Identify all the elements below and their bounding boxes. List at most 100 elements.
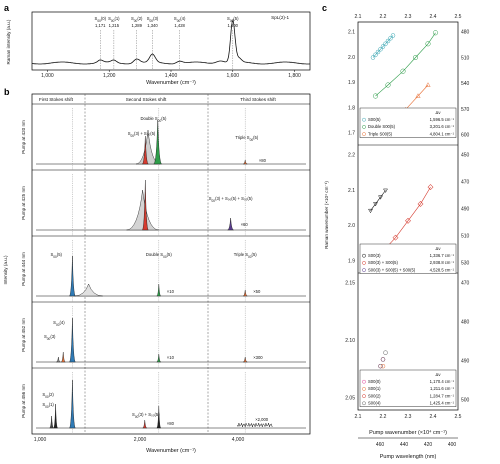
- note-triple-sum: S00(3) + S₀₀(5) + S₀₀(5): [209, 196, 253, 203]
- panel-c-axes: 2.1 2.1 2.2 2.2 2.3 2.3 2.4 2.4 2.5 2.5 460 440 420 4…: [345, 14, 469, 448]
- panel-a-xlabel: Wavenumber (cm⁻¹): [146, 80, 196, 86]
- panel-b-frame: [31, 93, 311, 435]
- red-peak: [142, 179, 149, 231]
- panel-a-peak-value: 1,171: [95, 23, 106, 28]
- note-triple: Triple S00(5): [235, 135, 259, 142]
- panel-c-ytick: 2.0: [348, 55, 355, 61]
- panel-c-right-tick: 510: [461, 234, 470, 240]
- marker-circle: [385, 82, 391, 88]
- scale-note: ×60: [241, 222, 249, 227]
- panel-c-ytick: 2.1: [348, 188, 355, 194]
- legend-shift-value: 4,804.1 cm⁻¹: [430, 131, 455, 136]
- purple-peak: [227, 217, 234, 231]
- marker-point: [383, 350, 388, 355]
- panel-b-row: Pump at 456 nm S00(2) S00(1) S00(3) + S₀₀(5…: [21, 367, 310, 434]
- scale-note: ×2,000: [255, 417, 269, 422]
- blue-peak: [69, 317, 76, 363]
- blue-peak: [69, 379, 76, 429]
- panel-b-row: Pump at 444 nm S00(5) Double S00(5) Triple …: [21, 235, 310, 302]
- panel-a-peak-name: S00(3): [147, 16, 159, 23]
- panel-c-ytick: 2.10: [345, 338, 355, 344]
- orange-peak: [61, 351, 66, 363]
- legend-shift-value: 2,938.8 cm⁻¹: [430, 260, 455, 265]
- legend-shift-value: 1,336.7 cm⁻¹: [430, 253, 455, 258]
- legend-series-name: S00(3) + S00(5) + S00(5): [368, 267, 416, 272]
- legend-symbol: [362, 379, 366, 384]
- panel-c-bottom-tick: 2.1: [355, 414, 362, 420]
- marker-circle: [412, 54, 419, 61]
- panel-c-right-tick: 490: [461, 359, 470, 365]
- panel-c-right-tick: 600: [461, 133, 470, 139]
- panel-c-right-tick: 470: [461, 180, 470, 186]
- marker-circle: [400, 68, 406, 74]
- panel-a-letter: a: [4, 3, 10, 13]
- panel-c-ytick: 1.8: [348, 105, 355, 111]
- pump-label: Pump at 444 nm: [21, 252, 26, 286]
- marker-diamond: [405, 217, 411, 224]
- legend-symbol: [362, 117, 366, 122]
- legend-shift-value: 1,596.5 cm⁻¹: [430, 117, 455, 122]
- legend-shift-value: 4,528.5 cm⁻¹: [430, 267, 455, 272]
- panel-c-ytick: 2.1: [348, 30, 355, 36]
- marker-hexagon: [388, 36, 393, 41]
- panel-b-row: Pump at 420 nm Double S00(5) S00(3) + S₀₀(…: [21, 108, 306, 170]
- legend-header: Δν: [436, 372, 441, 377]
- marker-circle: [372, 93, 379, 99]
- panel-c-ytick: 1.9: [348, 259, 355, 265]
- panel-b-letter: b: [4, 87, 10, 97]
- marker-triangle: [415, 93, 421, 98]
- red-peak: [142, 135, 149, 165]
- panel-c-top-tick: 2.4: [430, 14, 437, 20]
- panel-c-bottom-tick: 2.3: [405, 414, 412, 420]
- panel-b-ylabel: Intensity (a.u.): [3, 255, 8, 285]
- panel-a-ylabel: Raman intensity (a.u.): [6, 19, 11, 64]
- panel-b-xtick-first: 1,000: [34, 437, 47, 443]
- scale-note: ×300: [253, 355, 263, 360]
- green-peak: [156, 353, 161, 363]
- panel-c-bottom-tick: 2.2: [380, 414, 387, 420]
- panel-c-right-tick: 480: [461, 30, 470, 36]
- panel-c-wavelength-tick: 460: [376, 442, 385, 448]
- series-line: [382, 186, 431, 252]
- legend-series-name: S00(4): [368, 401, 381, 406]
- legend-symbol: [362, 387, 366, 391]
- panel-c-ytick: 2.2: [348, 153, 355, 159]
- panel-c-wavelength-tick: 420: [424, 442, 433, 448]
- panel-c-frame: [357, 21, 459, 411]
- note-double: Double S00(5): [140, 116, 167, 123]
- legend-symbol: [362, 261, 366, 265]
- marker-circle: [432, 30, 439, 36]
- panel-c-ylabel: Raman wavenumber (×10⁴ cm⁻¹): [324, 181, 329, 249]
- scale-note: ×10: [167, 355, 175, 360]
- legend-series-name: S00(1): [368, 386, 381, 391]
- panel-a-peak-name: S00(5): [227, 16, 239, 23]
- marker-hexagon: [383, 41, 388, 46]
- panel-b-row: Pump at 425 nm S00(3) + S₀₀(5) + S₀₀(5) ×6…: [21, 169, 310, 236]
- legend-shift-value: 1,284.7 cm⁻¹: [430, 393, 455, 398]
- marker-point: [380, 363, 386, 369]
- panel-c-ytick: 2.05: [345, 396, 355, 402]
- note-sum: S00(3) + S₀₀(5): [132, 412, 160, 419]
- panel-b: First Stokes shift Second Stokes shift T…: [3, 93, 311, 454]
- section-title-first: First Stokes shift: [39, 97, 74, 102]
- panel-a-xtick-label: 1,800: [288, 73, 301, 79]
- panel-c-wavelength-tick: 400: [448, 442, 457, 448]
- panel-c-top-tick: 2.2: [380, 14, 387, 20]
- legend-box: [359, 107, 457, 138]
- marker-hexagon: [375, 49, 381, 55]
- scale-note: ×80: [167, 421, 175, 426]
- legend-box: [359, 369, 457, 407]
- blue-peak: [69, 255, 76, 297]
- panel-c-ytick: 2.0: [348, 223, 355, 229]
- legend-shift-value: 3,201.6 cm⁻¹: [430, 124, 455, 129]
- marker-hexagon: [380, 44, 386, 49]
- pump-label: Pump at 420 nm: [21, 120, 26, 154]
- pump-label: Pump at 452 nm: [21, 318, 26, 352]
- black-peak: [53, 403, 58, 429]
- panel-a-peak-value: 1,600: [228, 23, 239, 28]
- panel-b-xlabel: Wavenumber (cm⁻¹): [146, 448, 196, 454]
- note-sum: S00(3) + S₀₀(5): [128, 131, 156, 138]
- marker-hexagon: [370, 55, 376, 60]
- panel-c-right-tick: 480: [461, 320, 470, 326]
